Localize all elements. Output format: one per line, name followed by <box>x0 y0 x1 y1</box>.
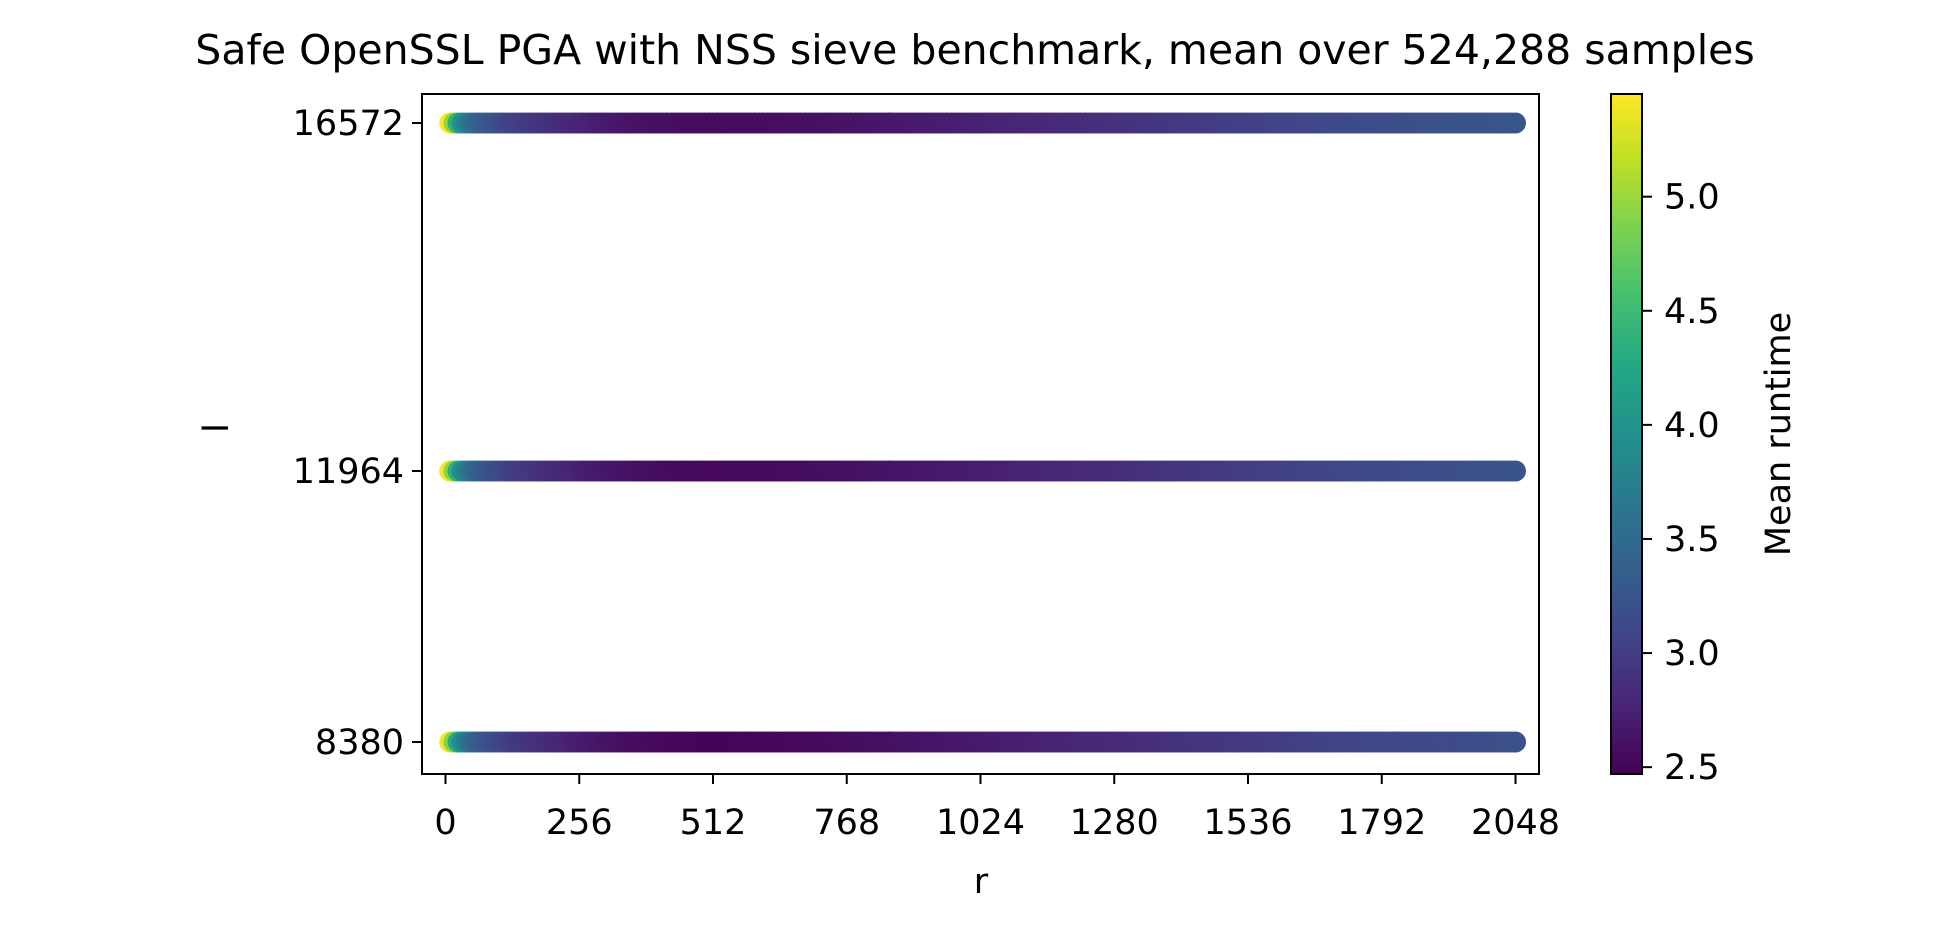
y-axis: 8380 11964 16572 <box>293 104 422 763</box>
x-tick-label: 0 <box>434 803 456 843</box>
x-tick-label: 512 <box>680 803 747 843</box>
colorbar-tick-label: 3.5 <box>1664 520 1720 560</box>
x-axis-label: r <box>974 862 989 902</box>
colorbar-ticks: 2.5 3.0 3.5 4.0 4.5 5.0 <box>1642 178 1720 788</box>
scatter-point <box>1505 113 1526 134</box>
x-tick-label: 1024 <box>936 803 1025 843</box>
x-tick-label: 1536 <box>1203 803 1292 843</box>
x-tick-label: 1792 <box>1337 803 1426 843</box>
x-tick-label: 768 <box>813 803 880 843</box>
plot-points <box>439 113 1526 753</box>
x-tick-label: 1280 <box>1070 803 1159 843</box>
colorbar-tick-label: 3.0 <box>1664 634 1720 674</box>
x-tick-label: 256 <box>546 803 613 843</box>
colorbar-tick-label: 2.5 <box>1664 748 1720 788</box>
chart-title: Safe OpenSSL PGA with NSS sieve benchmar… <box>195 26 1754 74</box>
x-axis: 0 256 512 768 1024 1280 1536 1792 2048 <box>434 774 1560 843</box>
colorbar-label: Mean runtime <box>1759 312 1799 556</box>
y-tick-label: 11964 <box>293 452 404 492</box>
colorbar-tick-label: 4.5 <box>1664 292 1720 332</box>
y-tick-label: 16572 <box>293 104 404 144</box>
scatter-point <box>1505 732 1526 753</box>
colorbar-tick-label: 4.0 <box>1664 406 1720 446</box>
colorbar-tick-label: 5.0 <box>1664 178 1720 218</box>
y-axis-label: l <box>197 423 237 433</box>
plot-frame <box>422 94 1539 774</box>
y-tick-label: 8380 <box>315 723 404 763</box>
scatter-point <box>1505 461 1526 482</box>
colorbar <box>1611 94 1642 774</box>
x-tick-label: 2048 <box>1471 803 1560 843</box>
